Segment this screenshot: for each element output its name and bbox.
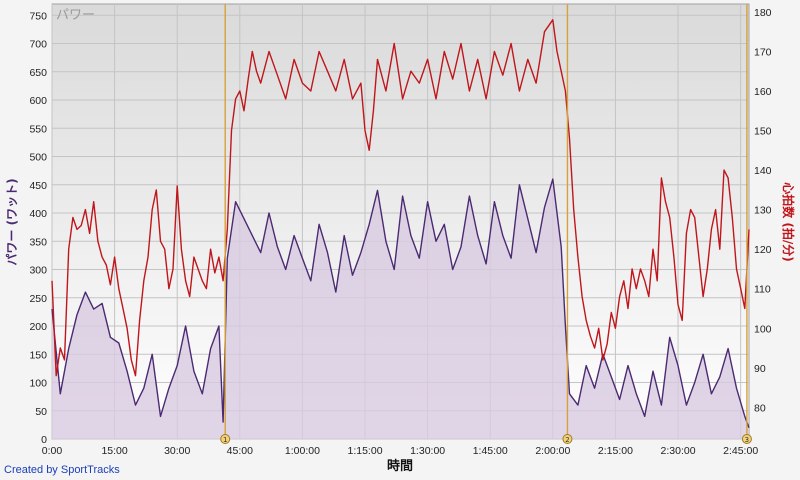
x-axis-tick-label: 1:30:00 [410, 445, 445, 457]
right-axis-tick-label: 150 [754, 126, 772, 138]
x-axis-tick-label: 30:00 [164, 445, 190, 457]
left-axis-tick-label: 100 [29, 378, 47, 390]
x-axis-tick-label: 2:30:00 [661, 445, 696, 457]
x-axis-tick-label: 45:00 [227, 445, 253, 457]
lap-marker-label: 3 [745, 436, 749, 444]
right-axis-label: 心拍数 (拍/分) [781, 182, 796, 262]
left-axis-tick-label: 250 [29, 293, 47, 305]
power-area [52, 179, 749, 439]
left-axis-tick-label: 550 [29, 123, 47, 135]
right-axis-tick-label: 170 [754, 46, 772, 58]
left-axis-tick-label: 500 [29, 152, 47, 164]
left-axis-tick-label: 200 [29, 321, 47, 333]
right-axis-tick-label: 120 [754, 244, 772, 256]
right-axis-tick-label: 90 [754, 363, 766, 375]
x-axis-tick-label: 0:00 [42, 445, 63, 457]
x-axis-tick-label: 2:45:00 [723, 445, 758, 457]
left-axis-tick-label: 150 [29, 349, 47, 361]
heart-rate-line [51, 19, 750, 377]
right-axis-tick-label: 160 [754, 86, 772, 98]
right-axis-tick-label: 100 [754, 323, 772, 335]
x-axis-tick-label: 2:15:00 [598, 445, 633, 457]
left-axis-label: パワー (ワット) [5, 178, 19, 265]
left-axis-tick-label: 350 [29, 236, 47, 248]
lap-marker-badge [741, 434, 752, 444]
right-axis-tick-label: 80 [754, 402, 766, 414]
left-axis-tick-label: 400 [29, 208, 47, 220]
left-axis-tick-label: 600 [29, 95, 47, 107]
right-axis-tick-label: 130 [754, 205, 772, 217]
x-axis-tick-label: 2:00:00 [535, 445, 570, 457]
left-axis: 0 50 100 150 200 250 300 350 400 450 500 550 600 650 7… [29, 10, 47, 446]
lap-marker-label: 1 [223, 436, 227, 444]
right-axis: 80 90 100 110 120 130 140 150 160 170 180 [754, 7, 772, 414]
right-axis-tick-label: 180 [754, 7, 772, 19]
x-axis-tick-label: 1:15:00 [348, 445, 383, 457]
x-axis-tick-label: 15:00 [101, 445, 127, 457]
x-axis-label: 時間 [387, 458, 413, 474]
lap-markers: 1 2 3 [220, 4, 752, 444]
x-axis: 0:00 15:00 30:00 45:00 1:00:00 1:15:00 1:30:00… [42, 445, 759, 457]
footer-credit[interactable]: Created by SportTracks [4, 464, 120, 476]
lap-marker-badge [220, 434, 231, 444]
left-axis-tick-label: 300 [29, 265, 47, 277]
right-axis-tick-label: 110 [754, 284, 771, 296]
heart-rate-series [51, 19, 750, 377]
left-axis-tick-label: 650 [29, 67, 47, 79]
left-axis-tick-label: 700 [29, 39, 47, 51]
left-axis-tick-label: 450 [29, 180, 47, 192]
x-axis-tick-label: 1:00:00 [285, 445, 320, 457]
left-axis-tick-label: 0 [41, 434, 47, 446]
right-axis-tick-label: 140 [754, 165, 772, 177]
chart-title: パワー [56, 8, 96, 23]
left-axis-tick-label: 50 [35, 406, 47, 418]
x-axis-tick-label: 1:45:00 [473, 445, 508, 457]
lap-marker-label: 2 [565, 436, 569, 444]
left-axis-tick-label: 750 [29, 10, 47, 22]
power-line [51, 178, 750, 428]
lap-marker-badge [562, 434, 573, 444]
power-series [51, 178, 750, 439]
